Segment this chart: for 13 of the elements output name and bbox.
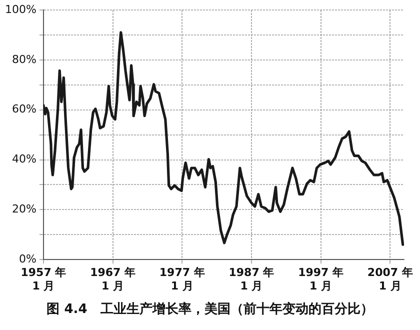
y-tick-label: 0% xyxy=(18,252,36,266)
text: 图 4.4 工业生产增长率，美国（前十年变动的百分比） xyxy=(46,300,374,318)
x-tick-label: 1967 年 1 月 xyxy=(90,266,136,292)
x-tick-label: 1977 年 1 月 xyxy=(159,266,205,292)
x-tick-label: 1997 年 1 月 xyxy=(298,266,344,292)
x-tick-label: 1987 年 1 月 xyxy=(228,266,274,292)
y-tick-label: 100% xyxy=(4,2,36,16)
y-tick-label: 60% xyxy=(12,102,36,116)
y-tick-label: 40% xyxy=(12,152,36,166)
x-tick-label: 2007 年 1 月 xyxy=(367,266,413,292)
y-tick-label: 80% xyxy=(12,52,36,66)
y-tick-label: 20% xyxy=(12,202,36,216)
x-tick-label: 1957 年 1 月 xyxy=(20,266,66,292)
